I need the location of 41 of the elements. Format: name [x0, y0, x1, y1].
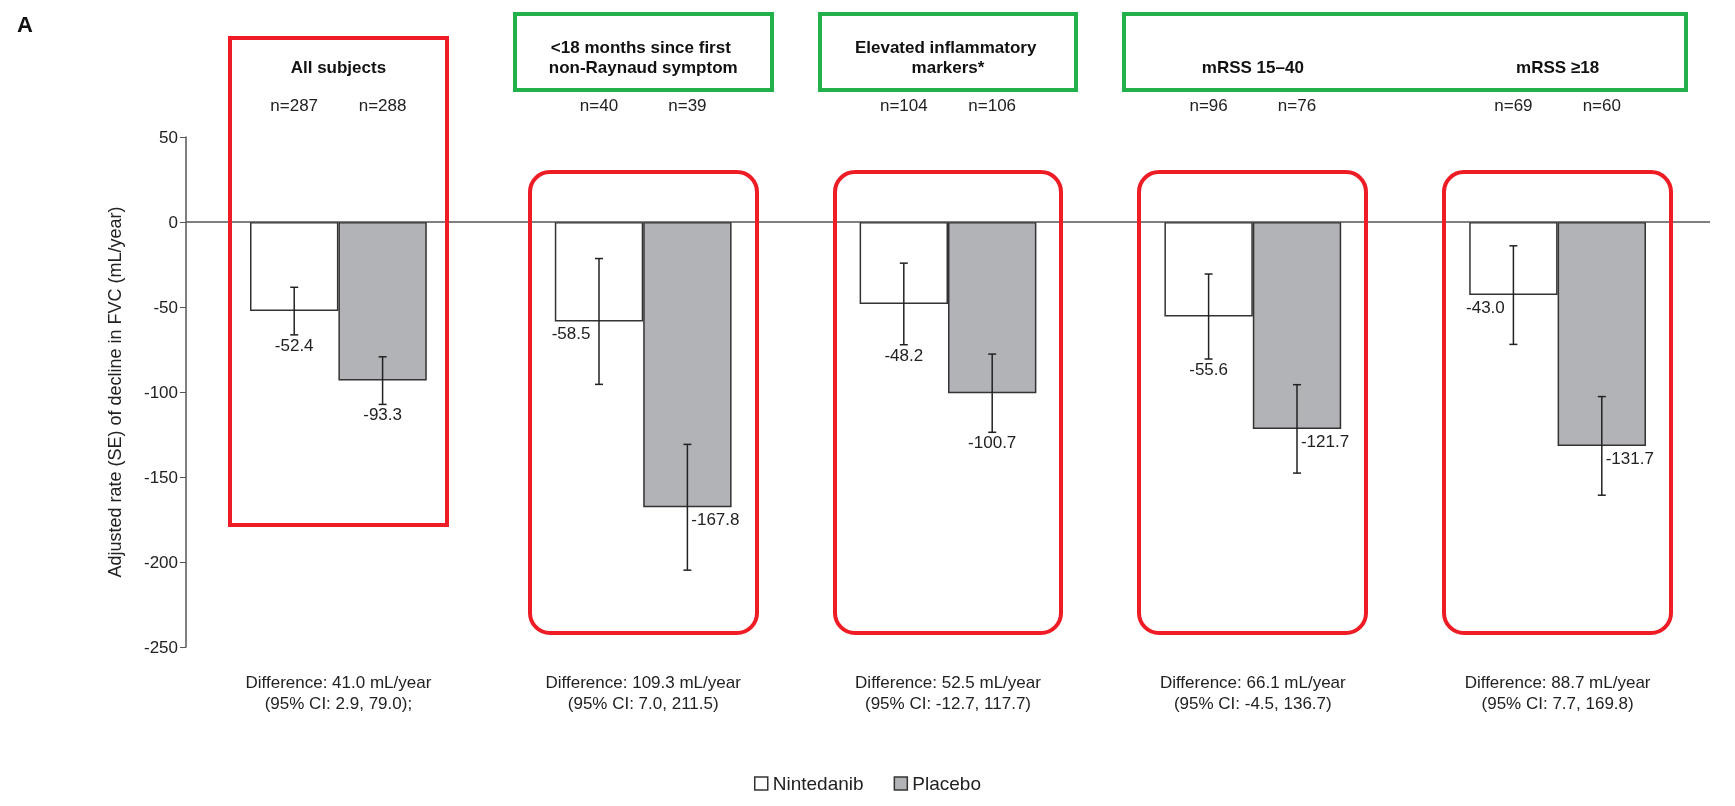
- text: n=106: [968, 96, 1017, 115]
- y-axis-title: Adjusted rate (SE) of decline in FVC (mL/year): [105, 206, 125, 578]
- x-tick-label: mRSS ≥18: [1516, 57, 1600, 77]
- data-label: -93.3: [363, 405, 402, 425]
- data-label: -43.0: [1466, 298, 1505, 318]
- x-tick-label: <18 months since first non-Raynaud symptom: [548, 37, 738, 77]
- text: Difference: 66.1 mL/year (95% CI: -4.5, 136.7): [1159, 673, 1347, 713]
- data-label: -121.7: [1300, 431, 1350, 451]
- data-label: -52.4: [274, 335, 314, 355]
- text: n=76: [1277, 96, 1317, 115]
- text: n=287: [270, 96, 319, 115]
- data-label: -131.7: [1605, 448, 1654, 468]
- text: n=60: [1582, 96, 1621, 115]
- y-tick-label: -200: [143, 552, 178, 572]
- y-tick-label: 50: [159, 127, 178, 147]
- x-tick-label: Elevated inflammatory markers*: [854, 37, 1042, 77]
- y-tick-label: 0: [168, 212, 178, 232]
- text: Difference: 41.0 mL/year (95% CI: 2.9, 79.0);: [245, 673, 432, 713]
- data-label: -55.6: [1189, 360, 1228, 380]
- text: n=288: [358, 96, 407, 115]
- y-tick-label: -250: [143, 637, 178, 657]
- text: n=69: [1494, 96, 1533, 115]
- y-tick-label: -50: [153, 297, 178, 317]
- text: n=96: [1189, 96, 1228, 115]
- text: Difference: 109.3 mL/year (95% CI: 7.0, 211.5): [545, 673, 742, 713]
- data-label: -58.5: [551, 324, 591, 344]
- text: Difference: 52.5 mL/year (95% CI: -12.7, 117.7): [855, 673, 1042, 713]
- data-label: -48.2: [884, 345, 924, 365]
- x-tick-label: mRSS 15–40: [1201, 57, 1304, 77]
- legend-label: Placebo: [912, 773, 982, 794]
- x-tick-label: All subjects: [290, 57, 387, 77]
- y-tick-label: -150: [143, 467, 178, 487]
- text: Difference: 88.7 mL/year (95% CI: 7.7, 169.8): [1464, 673, 1651, 713]
- y-tick-label: -100: [143, 382, 178, 402]
- legend-label: Nintedanib: [772, 773, 864, 794]
- data-label: -167.8: [691, 510, 740, 530]
- chart-title: A: [17, 11, 33, 37]
- text: n=104: [879, 96, 928, 115]
- data-label: -100.7: [968, 433, 1017, 453]
- text: n=39: [668, 96, 707, 115]
- text: n=40: [579, 96, 619, 115]
